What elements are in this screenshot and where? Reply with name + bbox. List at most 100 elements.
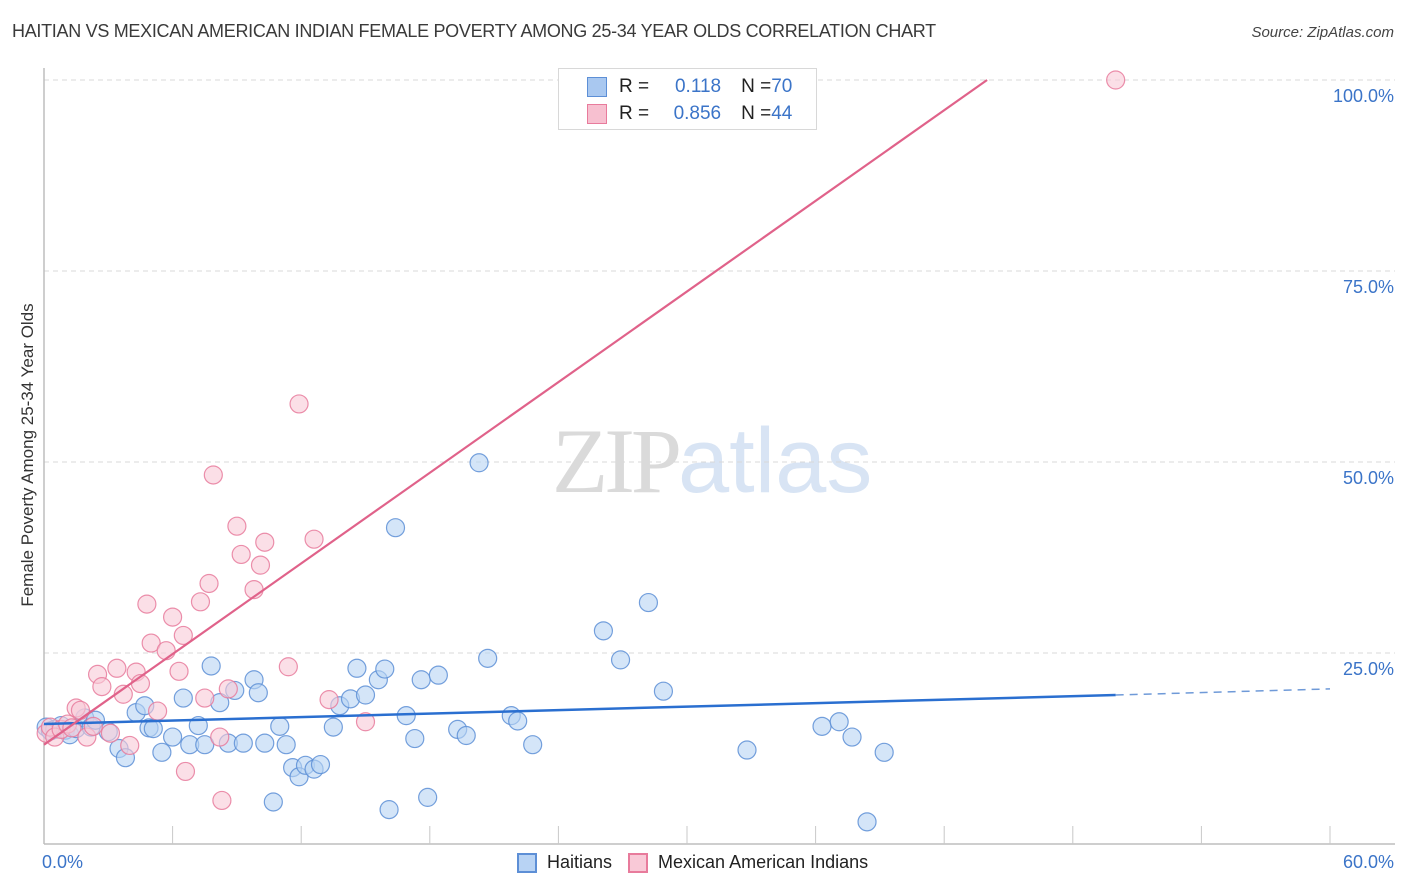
data-point[interactable]	[379, 800, 399, 820]
haitians-points	[36, 453, 894, 832]
data-point[interactable]	[173, 625, 193, 646]
data-point[interactable]	[310, 754, 331, 775]
legend-label-mexican-american-indians: Mexican American Indians	[658, 852, 869, 872]
data-point[interactable]	[152, 742, 172, 762]
data-point[interactable]	[190, 592, 211, 612]
data-point[interactable]	[278, 657, 298, 677]
stats-legend: R = 0.118 N = 70 R = 0.856 N = 44	[558, 68, 817, 130]
haitians-trend-line	[43, 693, 1116, 726]
data-point[interactable]	[385, 518, 406, 538]
legend-item-mexican-american-indians[interactable]: Mexican American Indians	[628, 852, 868, 873]
data-point[interactable]	[355, 685, 376, 705]
data-point[interactable]	[347, 658, 367, 678]
data-point[interactable]	[456, 725, 476, 746]
data-point[interactable]	[737, 740, 757, 760]
n-value: 70	[771, 76, 793, 97]
data-point[interactable]	[812, 716, 832, 736]
data-point[interactable]	[270, 716, 290, 736]
data-point[interactable]	[92, 677, 112, 697]
data-point[interactable]	[355, 712, 376, 732]
stats-legend-row-mexican-american-indians: R = 0.856 N = 44	[587, 101, 792, 127]
r-value: 0.856	[673, 103, 722, 124]
data-point[interactable]	[289, 394, 309, 414]
data-point[interactable]	[418, 787, 438, 807]
data-point[interactable]	[428, 665, 448, 685]
data-point[interactable]	[107, 658, 127, 678]
data-point[interactable]	[120, 735, 140, 756]
data-point[interactable]	[83, 716, 103, 736]
data-point[interactable]	[218, 679, 238, 699]
data-point[interactable]	[156, 641, 176, 661]
n-label: N =	[741, 76, 772, 97]
data-point[interactable]	[70, 700, 91, 720]
data-point[interactable]	[411, 670, 431, 690]
data-point[interactable]	[638, 592, 659, 613]
data-point[interactable]	[100, 723, 121, 743]
data-point[interactable]	[248, 683, 268, 703]
data-point[interactable]	[1106, 70, 1126, 90]
data-point[interactable]	[175, 761, 196, 782]
y-tick-25: 25.0%	[1342, 659, 1394, 679]
data-point[interactable]	[233, 733, 253, 753]
mexican-american-indians-swatch-icon	[628, 852, 649, 873]
gridlines	[44, 79, 1395, 654]
n-value: 44	[771, 103, 793, 124]
data-point[interactable]	[857, 812, 877, 832]
haitians-trend-extension	[1115, 688, 1331, 696]
n-label: N =	[741, 103, 772, 124]
data-point[interactable]	[163, 727, 183, 747]
data-point[interactable]	[201, 656, 221, 676]
stats-legend-row-haitians: R = 0.118 N = 70	[587, 74, 792, 100]
data-point[interactable]	[829, 712, 849, 732]
data-point[interactable]	[874, 742, 894, 762]
y-tick-75: 75.0%	[1342, 277, 1394, 297]
data-point[interactable]	[199, 573, 219, 594]
data-point[interactable]	[195, 688, 215, 708]
data-point[interactable]	[304, 529, 324, 549]
data-point[interactable]	[469, 453, 489, 473]
x-tick-0: 0.0%	[42, 852, 84, 872]
y-tick-100: 100.0%	[1332, 86, 1394, 106]
legend-label-haitians: Haitians	[547, 852, 613, 872]
data-point[interactable]	[169, 661, 189, 681]
y-axis-label: Female Poverty Among 25-34 Year Olds	[18, 303, 37, 607]
data-point[interactable]	[319, 690, 339, 710]
data-point[interactable]	[323, 717, 343, 737]
series-legend: Haitians Mexican American Indians	[517, 852, 884, 873]
data-point[interactable]	[508, 711, 528, 731]
data-point[interactable]	[255, 733, 275, 753]
data-point[interactable]	[173, 688, 193, 708]
data-point[interactable]	[263, 792, 283, 812]
data-point[interactable]	[593, 621, 614, 641]
data-point[interactable]	[375, 659, 395, 679]
data-point[interactable]	[610, 650, 631, 670]
data-point[interactable]	[653, 681, 674, 701]
data-point[interactable]	[276, 735, 296, 755]
data-point[interactable]	[203, 465, 223, 485]
haitians-swatch-icon	[517, 852, 537, 873]
data-point[interactable]	[141, 633, 161, 653]
data-point[interactable]	[147, 701, 168, 721]
data-point[interactable]	[137, 594, 157, 614]
data-point[interactable]	[195, 735, 215, 755]
mexican-american-indians-swatch-icon	[587, 104, 607, 124]
data-point[interactable]	[405, 728, 425, 749]
data-point[interactable]	[842, 727, 862, 747]
r-value: 0.118	[674, 76, 722, 97]
data-point[interactable]	[478, 648, 498, 668]
watermark-zip: ZIP	[552, 410, 682, 512]
watermark-atlas: atlas	[678, 410, 873, 512]
data-point[interactable]	[523, 735, 543, 755]
data-point[interactable]	[250, 555, 271, 575]
data-point[interactable]	[255, 532, 275, 552]
data-point[interactable]	[231, 544, 251, 565]
data-point[interactable]	[163, 607, 183, 627]
data-point[interactable]	[212, 790, 232, 811]
y-tick-50: 50.0%	[1342, 468, 1394, 488]
chart-title: HAITIAN VS MEXICAN AMERICAN INDIAN FEMAL…	[12, 21, 936, 41]
data-point[interactable]	[227, 516, 247, 536]
trend-lines	[43, 79, 1331, 746]
legend-item-haitians[interactable]: Haitians	[517, 852, 612, 873]
data-point[interactable]	[210, 727, 230, 747]
x-tick-60: 60.0%	[1342, 852, 1394, 872]
